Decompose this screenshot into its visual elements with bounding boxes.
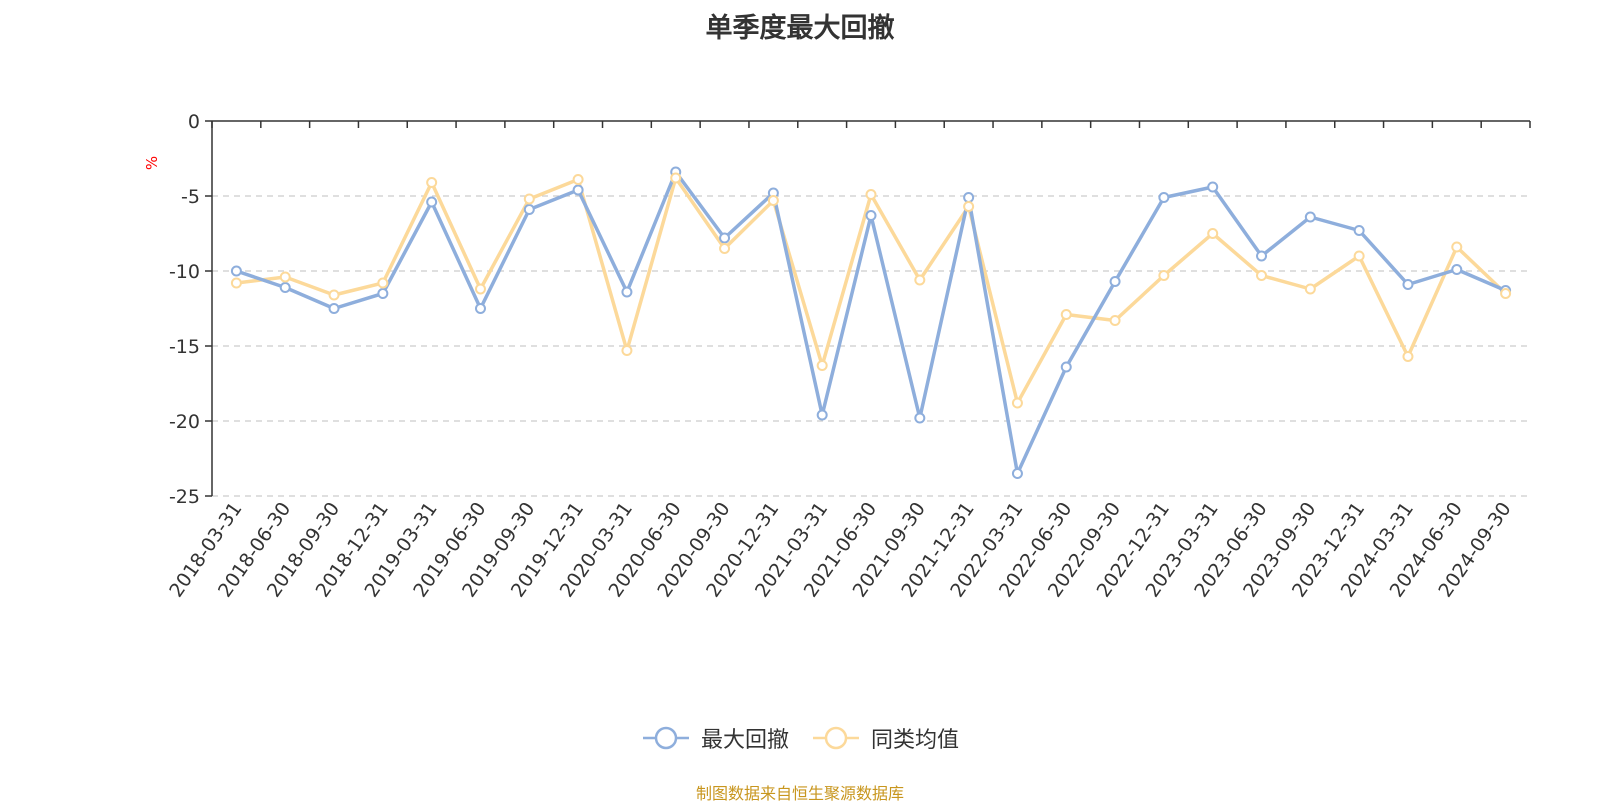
data-point-series-0 — [523, 204, 535, 215]
y-tick-label: -15 — [169, 336, 200, 358]
y-tick-label: -5 — [181, 186, 200, 208]
chart-title: 单季度最大回撤 — [705, 13, 895, 44]
legend-marker-icon — [813, 726, 859, 750]
data-point-series-1 — [1402, 351, 1414, 362]
data-point-series-1 — [1011, 397, 1023, 409]
data-point-series-1 — [670, 172, 682, 184]
y-tick-label: -10 — [169, 261, 200, 283]
data-point-series-1 — [767, 195, 779, 206]
y-tick-label: -20 — [169, 411, 200, 433]
data-point-series-0 — [377, 288, 389, 299]
legend-item-1[interactable]: 同类均值 — [811, 722, 959, 754]
legend-label: 最大回撤 — [700, 728, 789, 753]
data-point-series-0 — [279, 282, 291, 293]
data-point-series-0 — [1256, 250, 1268, 262]
data-point-series-1 — [1207, 228, 1219, 239]
data-point-series-1 — [474, 283, 486, 295]
data-point-series-0 — [719, 232, 731, 244]
legend-marker-icon — [642, 726, 689, 750]
data-point-series-1 — [328, 289, 340, 301]
data-point-series-0 — [816, 409, 828, 421]
data-point-series-1 — [230, 277, 242, 289]
data-point-series-1 — [523, 193, 535, 205]
data-point-series-0 — [1109, 276, 1121, 287]
data-point-series-1 — [1500, 288, 1512, 299]
legend-item-0[interactable]: 最大回撤 — [641, 722, 789, 754]
y-tick-label: -25 — [169, 486, 200, 508]
data-point-series-0 — [1207, 181, 1219, 193]
series-layer — [230, 166, 1512, 479]
data-point-series-1 — [963, 201, 975, 212]
data-point-series-0 — [1060, 361, 1072, 373]
source-note: 制图数据来自恒生聚源数据库 — [695, 784, 904, 803]
data-point-series-0 — [328, 303, 340, 314]
data-point-series-1 — [914, 274, 926, 286]
data-point-series-1 — [279, 271, 291, 283]
data-point-series-1 — [621, 345, 633, 356]
data-point-series-0 — [1353, 225, 1365, 236]
data-point-series-1 — [1060, 309, 1072, 320]
data-point-series-0 — [1011, 468, 1023, 479]
data-point-series-1 — [1451, 241, 1463, 253]
data-point-series-0 — [914, 412, 926, 424]
data-point-series-0 — [865, 210, 877, 221]
data-point-series-1 — [816, 360, 828, 371]
data-point-series-0 — [1158, 192, 1170, 203]
data-point-series-1 — [572, 174, 584, 185]
data-point-series-1 — [377, 277, 389, 289]
data-point-series-0 — [1451, 264, 1463, 275]
data-point-series-1 — [1353, 250, 1365, 262]
data-point-series-0 — [230, 265, 242, 277]
data-point-series-1 — [865, 189, 877, 200]
data-point-series-0 — [474, 303, 486, 314]
data-point-series-1 — [719, 243, 731, 254]
y-tick-label: 0 — [188, 111, 200, 133]
legend-label: 同类均值 — [871, 728, 960, 753]
data-point-series-0 — [963, 192, 975, 203]
data-point-series-1 — [1109, 315, 1121, 326]
data-point-series-1 — [426, 177, 438, 188]
data-point-series-0 — [1402, 279, 1414, 290]
data-point-series-0 — [621, 286, 633, 298]
legend: 最大回撤 同类均值 — [0, 722, 1600, 754]
y-unit-label: % — [143, 156, 161, 170]
data-point-series-0 — [426, 196, 438, 208]
data-point-series-1 — [1304, 283, 1316, 295]
data-point-series-1 — [1256, 270, 1268, 281]
data-point-series-1 — [1158, 270, 1170, 281]
data-point-series-0 — [1304, 211, 1316, 223]
data-point-series-0 — [572, 184, 584, 196]
